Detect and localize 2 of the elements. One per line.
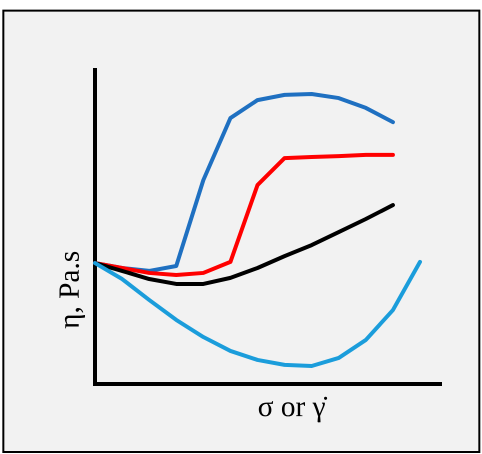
y-axis-title: η, Pa.s	[59, 252, 85, 328]
x-axis-title: σ or γ̇	[258, 396, 328, 422]
